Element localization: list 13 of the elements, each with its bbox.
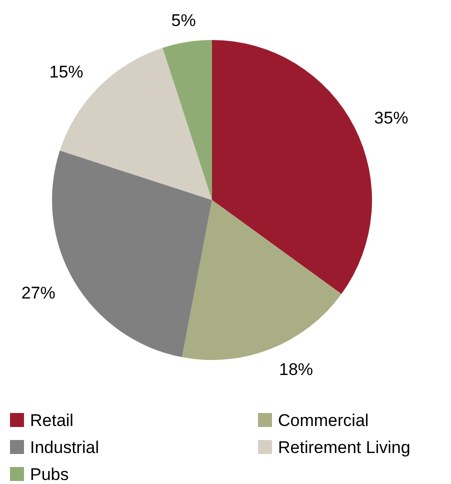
legend-label: Commercial <box>278 410 369 430</box>
pie-slice <box>182 200 342 360</box>
legend-label: Retirement Living <box>278 438 410 457</box>
legend-label: Industrial <box>30 438 99 457</box>
legend-label: Retail <box>30 410 74 430</box>
data-label: 5% <box>171 11 196 30</box>
pie-slice <box>162 40 212 200</box>
data-label: 27% <box>21 284 56 303</box>
pie-slice <box>212 40 372 294</box>
data-label: 35% <box>374 108 408 128</box>
data-label: 18% <box>279 360 314 380</box>
legend-label: Pubs <box>30 464 69 484</box>
data-label: 15% <box>49 62 84 82</box>
